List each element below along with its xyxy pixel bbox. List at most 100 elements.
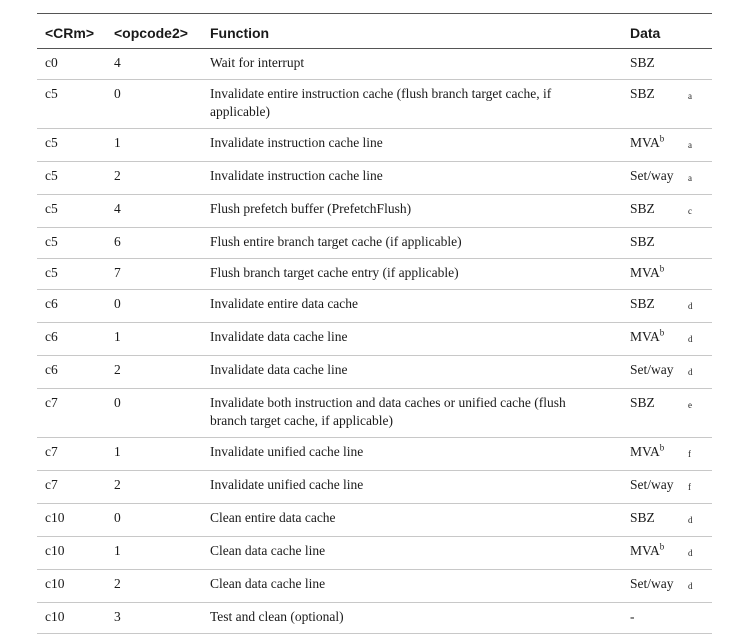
cell-function: Wait for interrupt: [206, 48, 626, 80]
cell-crm: c5: [37, 161, 110, 195]
cell-data: -: [626, 602, 686, 634]
cell-note: [686, 227, 712, 259]
cell-data: MVAb: [626, 437, 686, 471]
data-footnote-marker: b: [659, 263, 665, 274]
header-crm: <CRm>: [37, 13, 110, 49]
table-row: c5 0 Invalidate entire instruction cache…: [37, 79, 712, 129]
cell-note: [686, 602, 712, 634]
cell-opcode2: 2: [110, 569, 206, 603]
cell-data: MVAb: [626, 128, 686, 162]
table-row: c5 7 Flush branch target cache entry (if…: [37, 258, 712, 290]
data-value: SBZ: [630, 86, 655, 101]
cell-opcode2: 2: [110, 470, 206, 504]
cell-data: SBZ: [626, 48, 686, 80]
cell-crm: c5: [37, 194, 110, 228]
cell-crm: c5: [37, 227, 110, 259]
cell-data: MVAb: [626, 322, 686, 356]
cell-crm: c6: [37, 355, 110, 389]
cell-opcode2: 6: [110, 227, 206, 259]
cell-function: Invalidate instruction cache line: [206, 161, 626, 195]
cell-note: d: [686, 569, 712, 603]
table-row: c5 6 Flush entire branch target cache (i…: [37, 227, 712, 259]
cell-data: Set/way: [626, 569, 686, 603]
table-row: c5 4 Flush prefetch buffer (PrefetchFlus…: [37, 194, 712, 228]
data-footnote-marker: b: [659, 541, 665, 552]
data-footnote-marker: b: [659, 133, 665, 144]
cell-opcode2: 1: [110, 536, 206, 570]
cell-note: f: [686, 437, 712, 471]
cell-crm: c6: [37, 289, 110, 323]
table-body: c0 4 Wait for interrupt SBZ c5 0 Invalid…: [37, 48, 712, 634]
data-footnote-marker: b: [659, 327, 665, 338]
table-row: c7 2 Invalidate unified cache line Set/w…: [37, 470, 712, 504]
data-value: SBZ: [630, 55, 655, 70]
cell-note: d: [686, 355, 712, 389]
cell-opcode2: 4: [110, 48, 206, 80]
cell-opcode2: 2: [110, 355, 206, 389]
data-value: MVA: [630, 444, 660, 459]
cell-data: MVAb: [626, 258, 686, 290]
cell-opcode2: 0: [110, 503, 206, 537]
data-value: SBZ: [630, 395, 655, 410]
cell-note: d: [686, 289, 712, 323]
table-row: c6 0 Invalidate entire data cache SBZ d: [37, 289, 712, 323]
cell-data: SBZ: [626, 194, 686, 228]
cell-data: Set/way: [626, 355, 686, 389]
header-data: Data: [626, 13, 686, 49]
cell-opcode2: 0: [110, 79, 206, 129]
cell-crm: c5: [37, 128, 110, 162]
table-row: c6 1 Invalidate data cache line MVAb d: [37, 322, 712, 356]
cell-note: d: [686, 322, 712, 356]
cell-data: Set/way: [626, 161, 686, 195]
table-row: c7 1 Invalidate unified cache line MVAb …: [37, 437, 712, 471]
data-value: SBZ: [630, 234, 655, 249]
table-row: c10 3 Test and clean (optional) -: [37, 602, 712, 634]
table-row: c0 4 Wait for interrupt SBZ: [37, 48, 712, 80]
cell-note: c: [686, 194, 712, 228]
data-value: MVA: [630, 265, 660, 280]
cell-crm: c10: [37, 602, 110, 634]
cell-crm: c7: [37, 388, 110, 438]
cell-crm: c10: [37, 569, 110, 603]
cell-function: Clean data cache line: [206, 569, 626, 603]
cell-opcode2: 2: [110, 161, 206, 195]
cache-operations-table: <CRm> <opcode2> Function Data c0 4 Wait …: [37, 13, 712, 634]
cell-note: a: [686, 79, 712, 129]
data-value: SBZ: [630, 296, 655, 311]
header-note: [686, 13, 712, 49]
cell-function: Invalidate both instruction and data cac…: [206, 388, 626, 438]
cell-note: [686, 48, 712, 80]
table-row: c7 0 Invalidate both instruction and dat…: [37, 388, 712, 438]
table-row: c10 1 Clean data cache line MVAb d: [37, 536, 712, 570]
data-value: MVA: [630, 543, 660, 558]
header-function: Function: [206, 13, 626, 49]
cell-crm: c7: [37, 470, 110, 504]
data-value: Set/way: [630, 168, 674, 183]
cell-note: [686, 258, 712, 290]
cell-crm: c7: [37, 437, 110, 471]
table-row: c5 1 Invalidate instruction cache line M…: [37, 128, 712, 162]
cell-data: Set/way: [626, 470, 686, 504]
cell-data: SBZ: [626, 227, 686, 259]
cell-data: SBZ: [626, 79, 686, 129]
cell-data: MVAb: [626, 536, 686, 570]
table-row: c5 2 Invalidate instruction cache line S…: [37, 161, 712, 195]
cell-crm: c6: [37, 322, 110, 356]
data-value: -: [630, 609, 635, 624]
cell-opcode2: 4: [110, 194, 206, 228]
cell-function: Flush prefetch buffer (PrefetchFlush): [206, 194, 626, 228]
data-value: SBZ: [630, 510, 655, 525]
data-value: Set/way: [630, 362, 674, 377]
table-row: c6 2 Invalidate data cache line Set/way …: [37, 355, 712, 389]
data-footnote-marker: b: [659, 442, 665, 453]
data-value: MVA: [630, 135, 660, 150]
cell-opcode2: 1: [110, 322, 206, 356]
cell-function: Invalidate unified cache line: [206, 470, 626, 504]
cell-function: Invalidate entire instruction cache (flu…: [206, 79, 626, 129]
cell-opcode2: 7: [110, 258, 206, 290]
cell-function: Clean entire data cache: [206, 503, 626, 537]
data-value: MVA: [630, 329, 660, 344]
cell-opcode2: 0: [110, 289, 206, 323]
cell-data: SBZ: [626, 503, 686, 537]
cell-opcode2: 1: [110, 128, 206, 162]
